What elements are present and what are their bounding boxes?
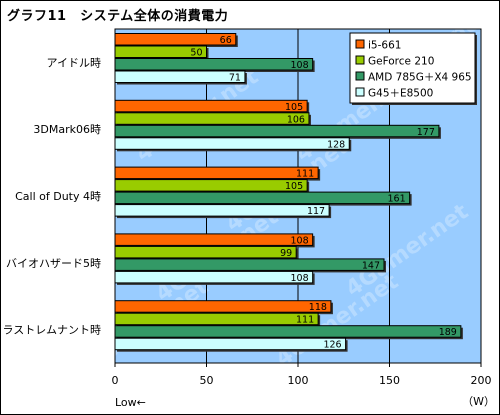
- category-label: バイオハザード5時: [6, 257, 101, 270]
- data-label: 106: [287, 114, 305, 125]
- data-label: 126: [323, 340, 341, 351]
- axis-unit-label: （W）: [462, 395, 495, 408]
- category-label: 3DMark06時: [33, 123, 101, 136]
- bar: [114, 191, 411, 205]
- bar: [114, 137, 350, 150]
- data-label: 177: [417, 127, 435, 138]
- data-label: 161: [387, 194, 405, 205]
- bar: [114, 258, 385, 271]
- bar: [114, 325, 462, 338]
- data-label: 117: [307, 206, 325, 217]
- bar: [114, 337, 347, 351]
- tick-label: 50: [200, 374, 214, 387]
- data-label: 189: [439, 327, 457, 338]
- data-label: 111: [296, 315, 314, 326]
- tick-label: 150: [379, 374, 400, 387]
- data-label: 99: [280, 248, 292, 259]
- legend-entry: G45＋E8500: [368, 88, 433, 100]
- category-label: アイドル時: [47, 56, 101, 69]
- chart-title: グラフ11 システム全体の消費電力: [7, 9, 229, 24]
- bar: [114, 233, 314, 246]
- legend-swatch: [355, 87, 365, 97]
- bar: [114, 99, 308, 113]
- bar: [114, 58, 314, 71]
- bar: [114, 300, 332, 313]
- legend-swatch: [355, 39, 365, 49]
- data-label: 108: [290, 60, 308, 71]
- category-label: Call of Duty 4時: [15, 190, 101, 203]
- data-label: 147: [362, 260, 380, 271]
- bar: [114, 312, 319, 326]
- bar: [114, 166, 319, 180]
- data-label: 66: [220, 35, 232, 46]
- data-label: 128: [327, 139, 345, 150]
- legend-swatch: [355, 55, 365, 65]
- data-label: 105: [285, 181, 303, 192]
- legend-entry: i5-661: [368, 40, 401, 52]
- data-label: 50: [190, 48, 202, 59]
- bar: [114, 204, 330, 217]
- bar: [114, 179, 308, 192]
- data-label: 105: [285, 102, 303, 113]
- tick-label: 0: [112, 374, 119, 387]
- legend: [349, 32, 476, 104]
- legend-entry: AMD 785G＋X4 965: [368, 72, 472, 84]
- tick-label: 100: [288, 374, 309, 387]
- bar: [114, 45, 207, 58]
- bar: [114, 124, 440, 138]
- data-label: 108: [290, 235, 308, 246]
- data-label: 118: [309, 302, 327, 313]
- category-label: ラストレムナント時: [2, 324, 101, 337]
- legend-entry: GeForce 210: [368, 56, 434, 68]
- bar: [114, 270, 314, 284]
- bar: [114, 70, 246, 83]
- bar: [114, 33, 237, 46]
- tick-label: 200: [471, 374, 492, 387]
- data-label: 108: [290, 273, 308, 284]
- data-label: 111: [296, 169, 314, 180]
- legend-swatch: [355, 71, 365, 81]
- bar: [114, 245, 297, 259]
- bar: [114, 112, 310, 125]
- axis-label-low: Low←: [115, 396, 146, 409]
- data-label: 71: [229, 73, 241, 84]
